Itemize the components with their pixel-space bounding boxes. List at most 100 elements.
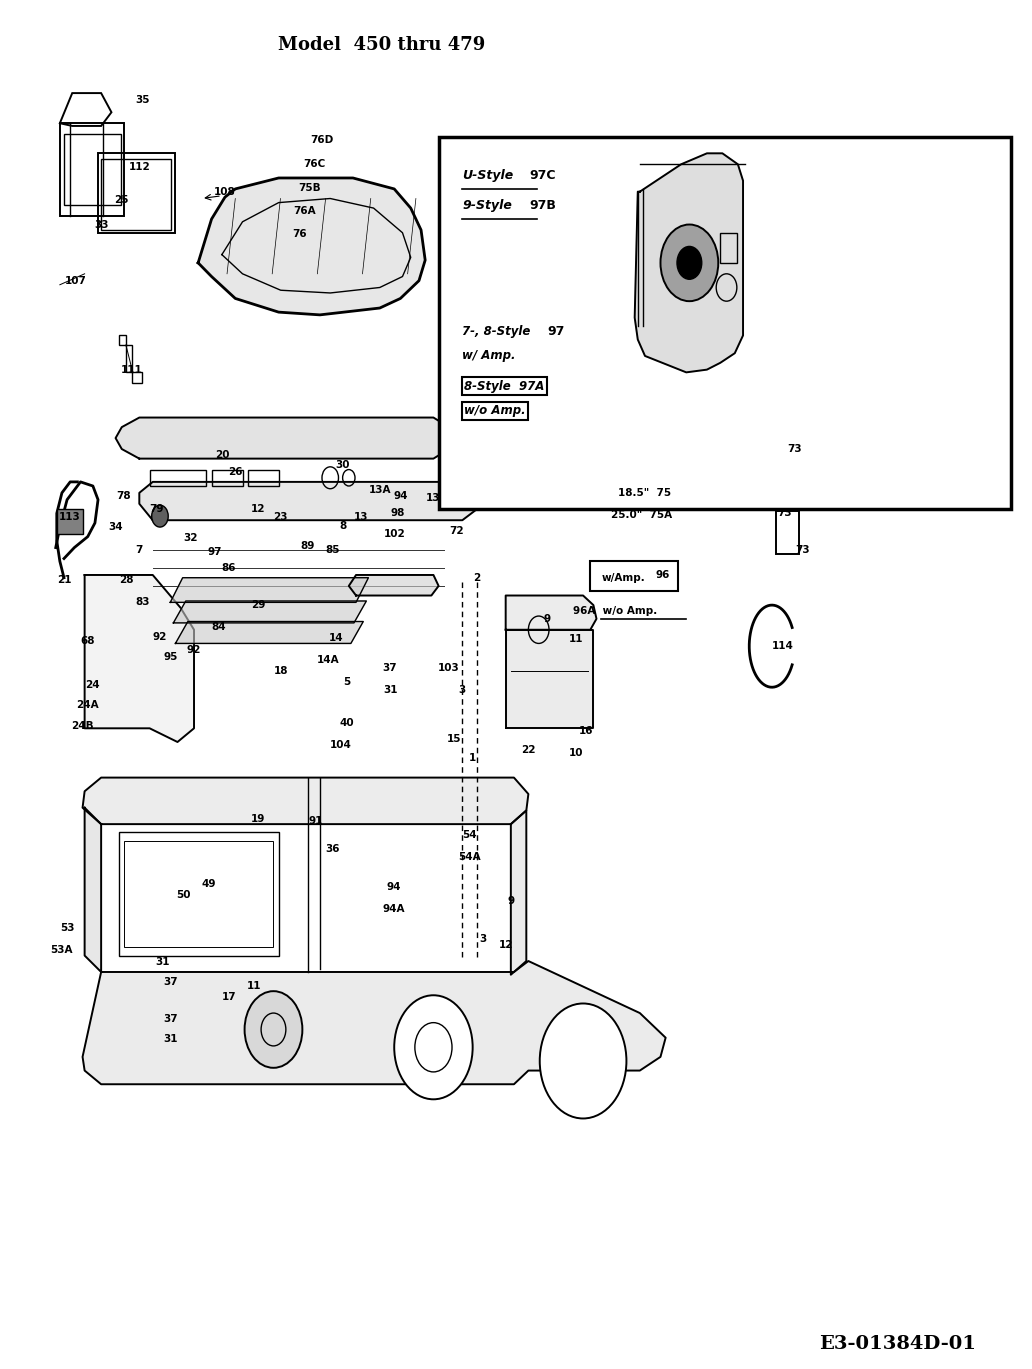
Text: Model  450 thru 479: Model 450 thru 479	[279, 36, 485, 55]
Polygon shape	[506, 596, 596, 630]
Text: 108: 108	[214, 186, 236, 197]
Polygon shape	[83, 961, 666, 1084]
Polygon shape	[175, 622, 363, 643]
Text: 18.5"  75: 18.5" 75	[618, 487, 672, 498]
Text: 97C: 97C	[529, 168, 556, 182]
Polygon shape	[769, 431, 803, 455]
Circle shape	[540, 1003, 626, 1118]
Bar	[60, 123, 124, 216]
Text: 78: 78	[117, 490, 131, 501]
Text: 111: 111	[121, 364, 143, 375]
Bar	[119, 832, 279, 956]
Text: 94A: 94A	[383, 904, 406, 914]
Text: 85: 85	[325, 545, 340, 556]
Text: 37: 37	[163, 976, 178, 987]
Text: 12: 12	[251, 504, 265, 515]
Text: 24: 24	[86, 679, 100, 690]
Text: 14: 14	[329, 632, 344, 643]
Bar	[101, 159, 171, 230]
Text: 37: 37	[163, 1013, 178, 1024]
Text: 73: 73	[787, 444, 802, 455]
Text: 3: 3	[458, 684, 466, 695]
Text: 112: 112	[128, 162, 151, 172]
Text: 30: 30	[335, 460, 350, 471]
Polygon shape	[506, 630, 593, 728]
Polygon shape	[83, 778, 528, 824]
Text: 28: 28	[119, 575, 133, 586]
Text: 113: 113	[59, 512, 82, 523]
Text: 97B: 97B	[529, 199, 556, 212]
Text: 53A: 53A	[51, 945, 73, 956]
Text: 68: 68	[80, 635, 95, 646]
Text: 54: 54	[462, 830, 477, 841]
Text: 2: 2	[473, 572, 481, 583]
Text: 50: 50	[176, 890, 191, 901]
Text: 95: 95	[163, 652, 178, 663]
Text: U-Style: U-Style	[462, 168, 514, 182]
Text: 76C: 76C	[303, 159, 326, 170]
Text: 79: 79	[150, 504, 164, 515]
Text: 13A: 13A	[368, 485, 391, 496]
Text: 94: 94	[393, 490, 408, 501]
Text: 22: 22	[521, 745, 536, 756]
Text: 19: 19	[251, 813, 265, 824]
Text: 24B: 24B	[71, 720, 94, 731]
Text: 76: 76	[292, 229, 307, 240]
Text: 89: 89	[300, 541, 315, 552]
Text: 96A  w/o Amp.: 96A w/o Amp.	[573, 605, 657, 616]
Text: 25: 25	[115, 194, 129, 205]
Text: 31: 31	[163, 1034, 178, 1045]
Polygon shape	[511, 810, 526, 975]
Text: 13: 13	[426, 493, 441, 504]
Polygon shape	[85, 575, 194, 742]
Bar	[64, 134, 121, 205]
Bar	[212, 470, 243, 486]
Text: 8: 8	[338, 520, 347, 531]
Circle shape	[394, 995, 473, 1099]
Text: 96: 96	[655, 570, 670, 580]
Text: 23: 23	[273, 512, 288, 523]
Text: 54A: 54A	[458, 852, 481, 862]
Text: 103: 103	[438, 663, 460, 674]
Text: 72: 72	[449, 526, 463, 537]
Text: 31: 31	[383, 684, 397, 695]
Text: 12: 12	[498, 939, 513, 950]
Text: 86: 86	[222, 563, 236, 574]
Text: 25.0"  75A: 25.0" 75A	[611, 509, 673, 520]
Text: 17: 17	[222, 991, 236, 1002]
Text: 73: 73	[777, 508, 792, 519]
Circle shape	[152, 505, 168, 527]
Text: 97: 97	[547, 324, 565, 338]
Text: 91: 91	[309, 816, 323, 827]
Polygon shape	[173, 601, 366, 623]
Text: 37: 37	[383, 663, 397, 674]
Text: 35: 35	[135, 94, 150, 105]
Text: 83: 83	[135, 597, 150, 608]
Text: 76D: 76D	[311, 134, 333, 145]
Text: 26: 26	[228, 467, 243, 478]
Bar	[439, 137, 1011, 509]
Bar	[720, 233, 737, 263]
Text: 10: 10	[569, 747, 583, 758]
Text: w/o Amp.: w/o Amp.	[464, 404, 526, 418]
Text: 9-Style: 9-Style	[462, 199, 512, 212]
Bar	[57, 509, 83, 534]
Text: 40: 40	[340, 717, 354, 728]
Bar	[776, 511, 799, 554]
Polygon shape	[349, 575, 439, 596]
Text: 20: 20	[215, 449, 229, 460]
Text: 84: 84	[212, 622, 226, 632]
Bar	[772, 455, 801, 507]
Text: 5: 5	[343, 676, 351, 687]
Circle shape	[677, 246, 702, 279]
Circle shape	[245, 991, 302, 1068]
Polygon shape	[85, 808, 101, 972]
Polygon shape	[170, 578, 368, 602]
Text: 7-, 8-Style: 7-, 8-Style	[462, 324, 530, 338]
Text: 29: 29	[251, 600, 265, 611]
Text: 76A: 76A	[293, 205, 316, 216]
Text: 97: 97	[207, 546, 222, 557]
Text: 24A: 24A	[76, 700, 99, 711]
Text: 16: 16	[579, 726, 593, 737]
Text: 32: 32	[184, 533, 198, 543]
